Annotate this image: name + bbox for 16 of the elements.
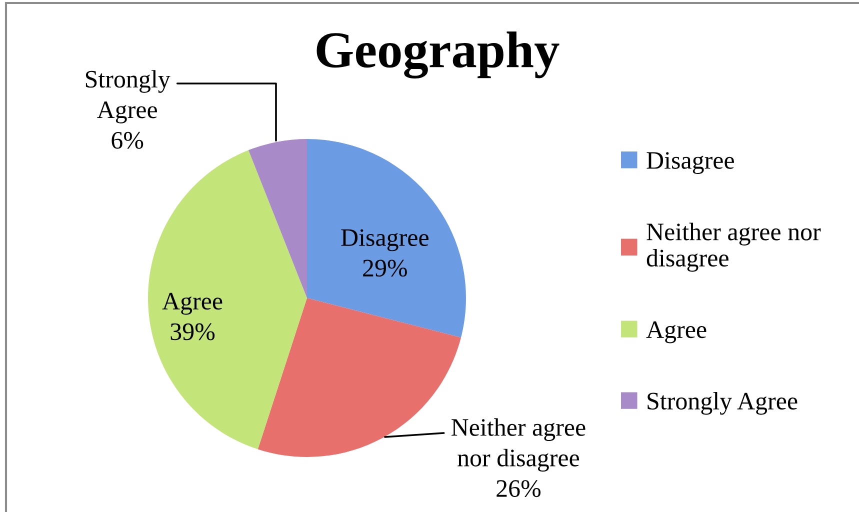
slice-label: Disagree [341, 229, 428, 252]
data-label: 26% [496, 480, 541, 498]
legend-label: Disagree [646, 152, 734, 174]
legend-label: Agree [646, 321, 706, 344]
legend-label: Neither agree nor disagree [646, 222, 821, 272]
slice-label: Agree [162, 292, 222, 315]
legend-label: Strongly Agree [648, 392, 798, 415]
data-label: 6% [112, 132, 144, 149]
data-label: 29% [363, 260, 407, 277]
slice-label: Strongly Agree [86, 70, 170, 124]
pie-slice [148, 150, 307, 450]
data-label: 39% [170, 323, 215, 340]
slice-label: Neither agree nor disagree [452, 418, 586, 472]
pie-slice [248, 139, 307, 298]
chart-title: Geography [316, 32, 560, 78]
pie-slice [307, 139, 466, 338]
